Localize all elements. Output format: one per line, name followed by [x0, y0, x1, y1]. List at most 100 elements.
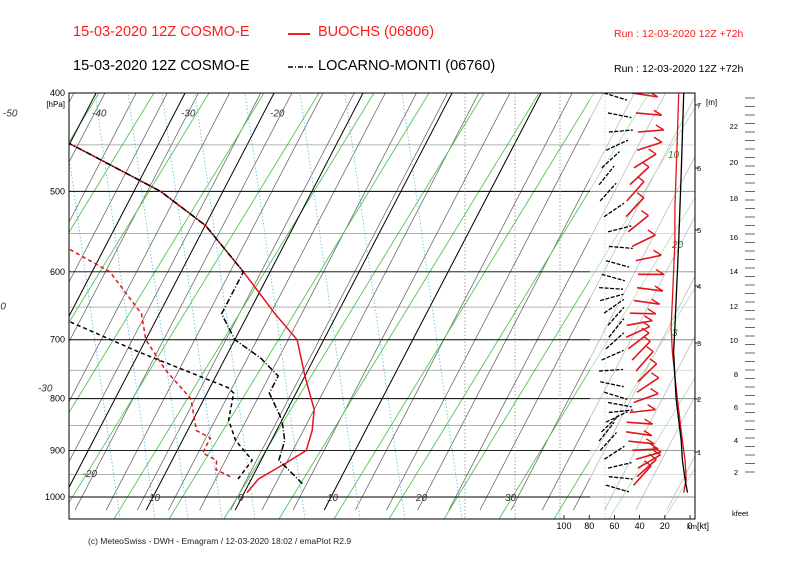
wind-profile-tick-label: 60 [609, 521, 619, 531]
kfeet-tick-label: 6 [734, 403, 738, 412]
wind-profile-line [670, 92, 687, 493]
wind-barb [607, 462, 632, 469]
wind-profile-tick-label: 20 [660, 521, 670, 531]
grid-skew-line [137, 93, 355, 511]
height-tick-label: 1 [697, 448, 701, 457]
wind-barb [637, 129, 664, 133]
mixing-ratio-line [94, 93, 156, 519]
wind-barb [601, 349, 624, 361]
wind-barb [600, 381, 624, 388]
wind-barb [607, 306, 625, 326]
grid-skew-line [69, 93, 199, 343]
wind-barb [633, 465, 652, 486]
adiabat-line [333, 93, 595, 519]
temperature-label: -20 [82, 469, 97, 480]
pressure-tick-label: 700 [50, 335, 65, 345]
wind-barb [600, 293, 624, 302]
wind-barb [631, 234, 656, 248]
height-tick-label: 3 [697, 339, 701, 348]
wind-barb-feather [636, 192, 645, 199]
kfeet-tick-label: 4 [734, 436, 738, 445]
wind-barb-feather [645, 438, 655, 445]
grid-skew-line [105, 93, 324, 511]
wind-barb-feather [653, 249, 662, 256]
wind-profile-tick-label: 0 [687, 521, 692, 531]
isotherm-line [69, 93, 275, 489]
wind-barb-feather [641, 161, 650, 168]
wind-panel-bg [590, 93, 695, 519]
wind-barb [599, 432, 617, 451]
wind-barb [628, 440, 655, 445]
wind-barb [635, 112, 662, 117]
wind-barb-feather [655, 268, 665, 276]
mixing-ratio-line [401, 93, 463, 519]
header1-title: 15-03-2020 12Z COSMO-E [73, 24, 250, 40]
wind-profile-tick-label: 100 [556, 521, 571, 531]
wind-barb [599, 182, 617, 202]
temperature-label: -20 [270, 108, 285, 119]
wind-barb [605, 259, 630, 268]
isotherm-line [323, 93, 542, 511]
grid-skew-line [69, 93, 137, 223]
wind-barb-feather [655, 124, 665, 131]
header2-title: 15-03-2020 12Z COSMO-E [73, 58, 250, 74]
wind-barb [599, 287, 624, 290]
isotherm-line [0, 70, 19, 510]
wind-profile-unit: [kt] [697, 521, 709, 531]
sounding-line [69, 142, 303, 485]
wind-barb-feather [641, 327, 650, 334]
header2-series-name: LOCARNO-MONTI (06760) [318, 58, 496, 74]
wind-barb [603, 93, 628, 101]
wind-barb [631, 93, 658, 98]
wind-barb-feather [640, 209, 649, 217]
wind-barb [607, 112, 632, 119]
wind-barb [636, 377, 660, 393]
wind-barb [601, 273, 626, 282]
wind-barb-feather [647, 404, 656, 411]
pressure-tick-label: 500 [50, 186, 65, 196]
wind-barb [605, 139, 629, 151]
grid-skew-line [69, 93, 262, 463]
mixing-ratio-label: 20 [671, 240, 684, 251]
grid-skew-line [69, 93, 168, 283]
wind-barb-feather [650, 388, 659, 395]
wind-barb [608, 476, 633, 480]
wind-barb [603, 445, 625, 460]
wind-profile-line [672, 92, 689, 493]
adiabat-line [69, 93, 320, 504]
adiabat-line [168, 93, 430, 519]
temperature-label: -50 [3, 108, 18, 119]
wind-profile-tick-label: 40 [635, 521, 645, 531]
wind-barb-feather [647, 308, 657, 315]
temperature-label: -40 [0, 302, 6, 313]
wind-barb [633, 392, 659, 404]
pressure-tick-label: 400 [50, 88, 65, 98]
kfeet-tick-label: 16 [730, 233, 738, 242]
wind-barb [598, 421, 615, 442]
grid-skew-line [760, 70, 800, 510]
mixing-ratio-line [244, 93, 306, 519]
height-tick-label: 5 [697, 226, 701, 235]
wind-barb [598, 165, 615, 186]
wind-barb-feather [647, 229, 656, 236]
header1-legend-solid-line [288, 33, 310, 35]
wind-barb [607, 225, 632, 233]
grid-skew-line [69, 93, 106, 163]
wind-barb-feather [648, 148, 657, 155]
header1-run: Run : 12-03-2020 12Z +72h [614, 28, 744, 40]
wind-barb-feather [643, 335, 651, 342]
kfeet-axis-label: kfeet [732, 509, 749, 518]
kfeet-tick-label: 18 [730, 194, 738, 203]
wind-barb [629, 408, 656, 414]
grid-skew-line [168, 93, 386, 511]
sounding-line [69, 142, 315, 494]
wind-barb [635, 254, 662, 262]
adiabat-line [69, 93, 155, 234]
pressure-tick-label: 1000 [45, 492, 65, 502]
wind-barb [605, 332, 625, 350]
wind-profile-tick-label: 80 [584, 521, 594, 531]
wind-barb [627, 214, 649, 233]
wind-barb [626, 181, 645, 202]
temperature-label: 20 [415, 493, 428, 504]
